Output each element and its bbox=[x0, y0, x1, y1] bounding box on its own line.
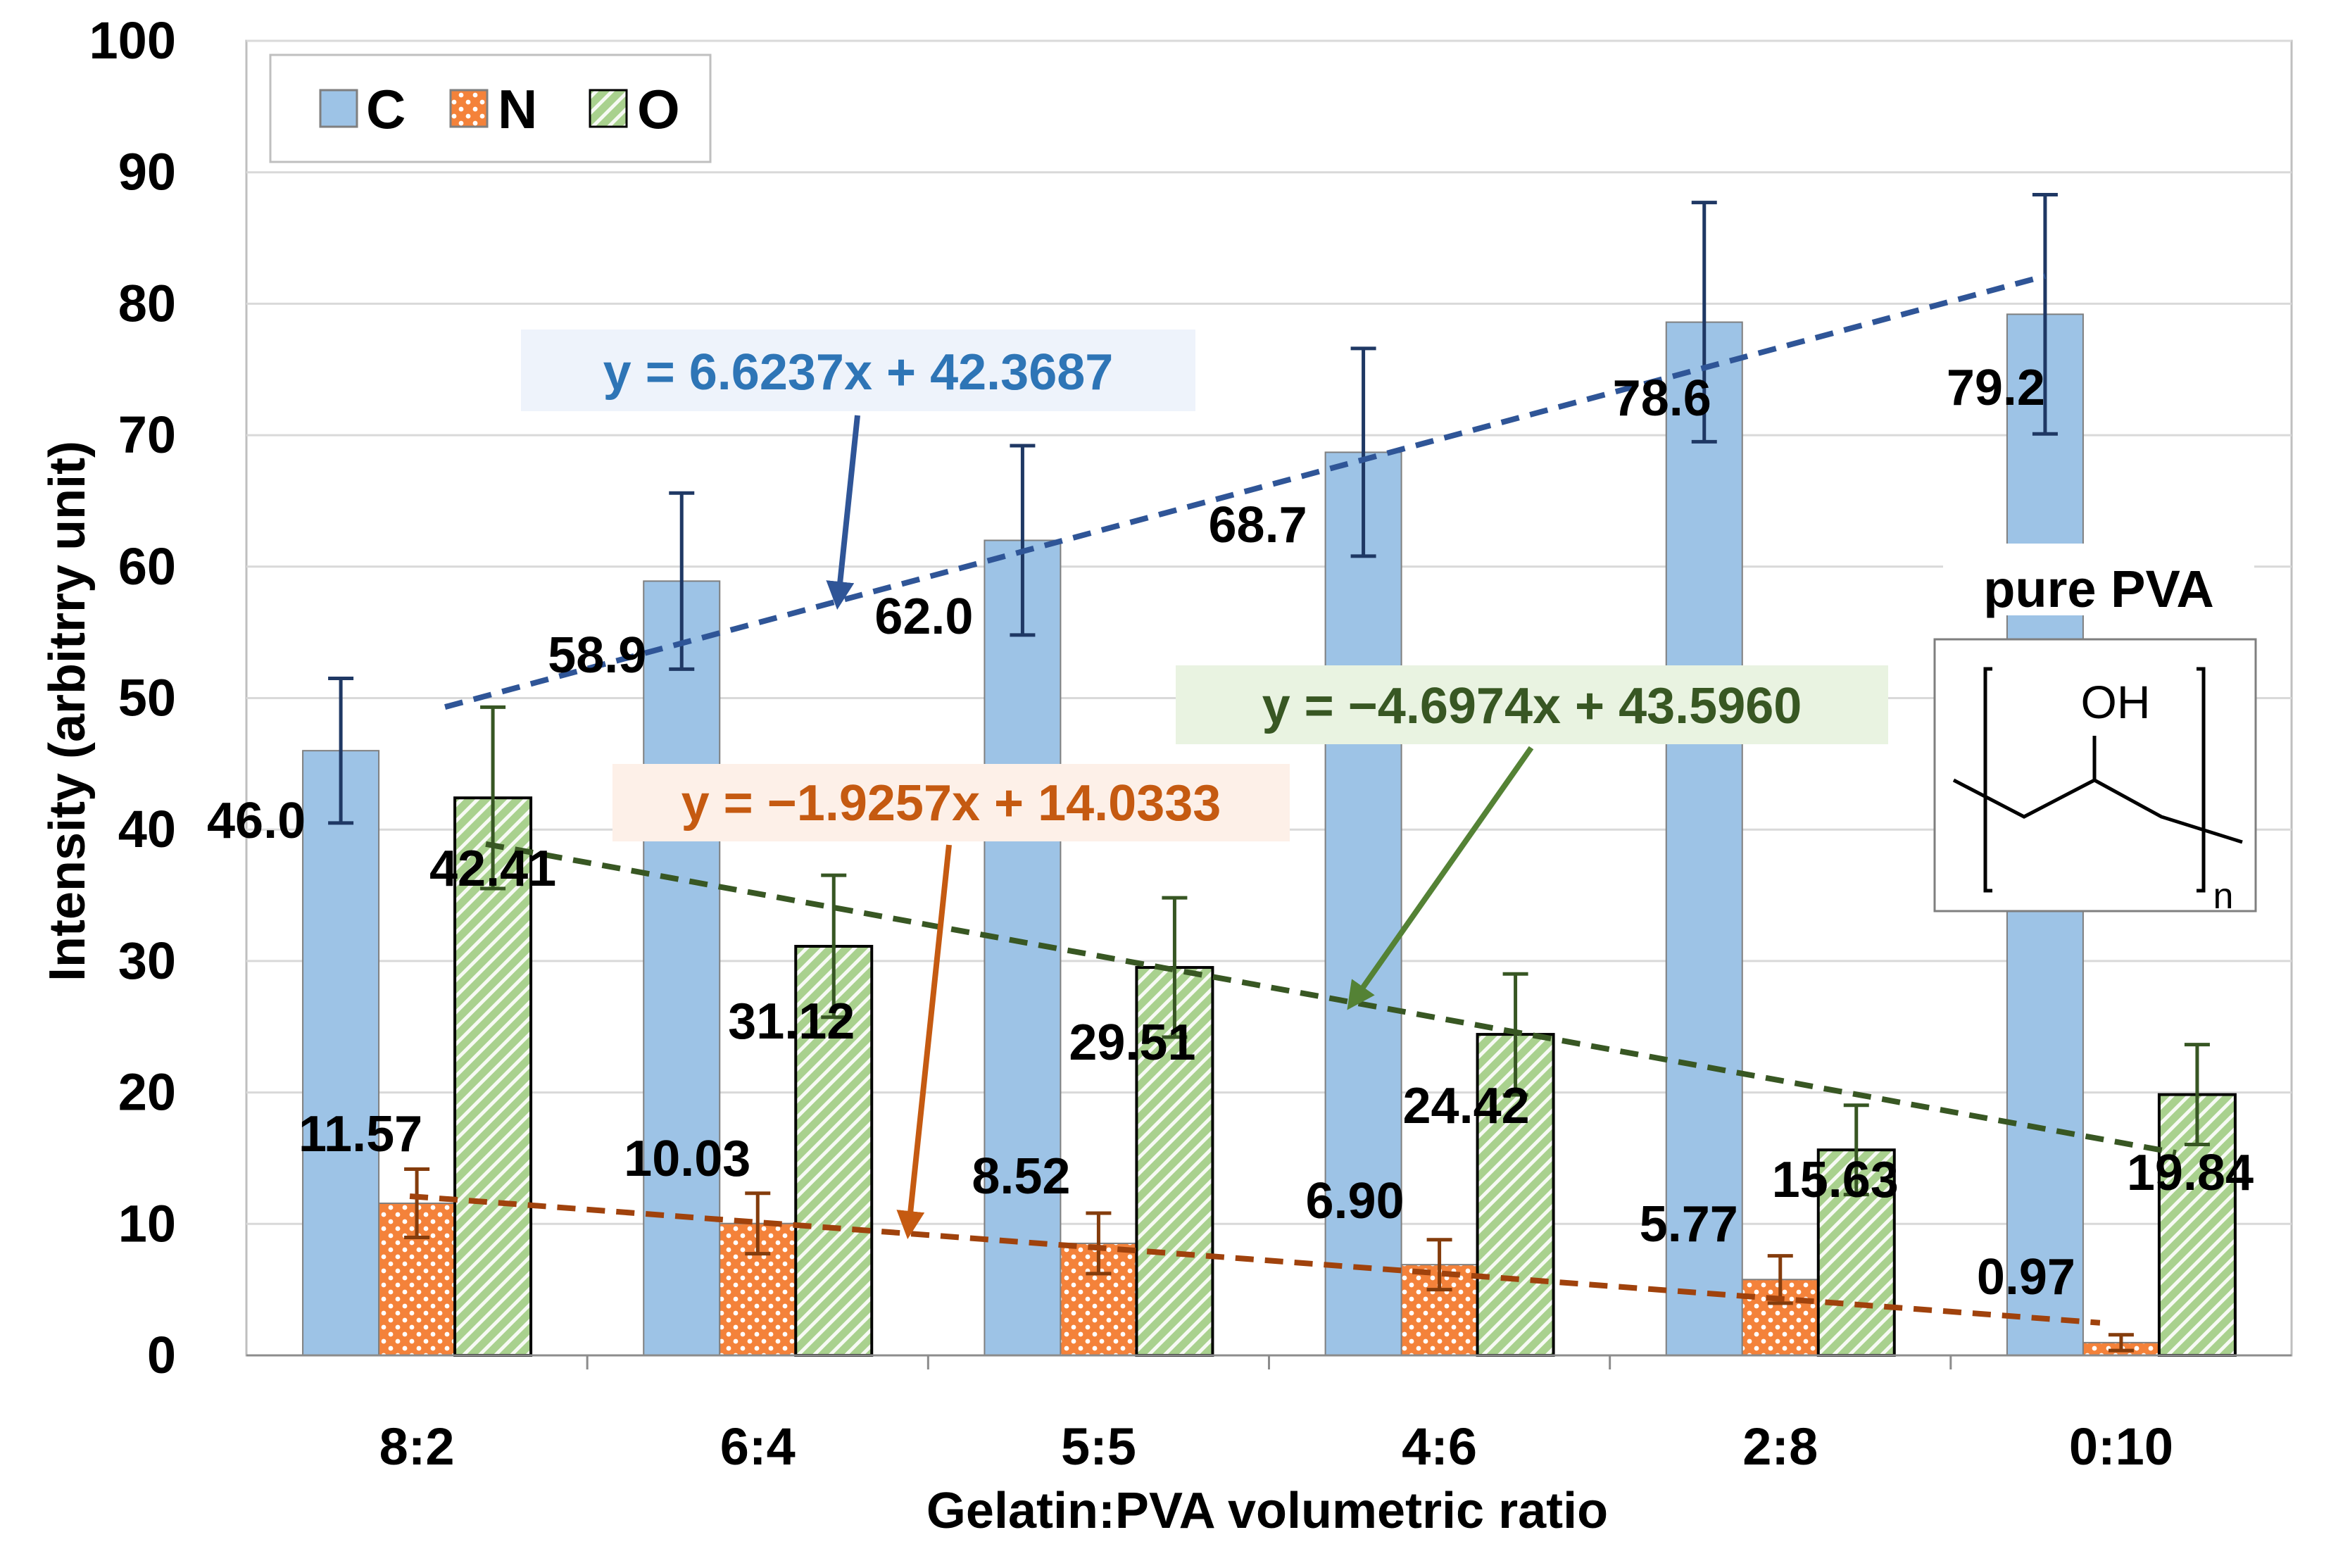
y-tick-label: 80 bbox=[118, 274, 176, 332]
data-label-n: 5.77 bbox=[1640, 1196, 1738, 1253]
pva-inset: pure PVA OH n bbox=[1933, 544, 2257, 917]
trendlines bbox=[409, 273, 2177, 1326]
data-label-n: 10.03 bbox=[624, 1131, 750, 1187]
y-tick-label: 30 bbox=[118, 932, 176, 990]
bar-c bbox=[302, 750, 380, 1357]
legend-swatch-o bbox=[589, 89, 628, 128]
x-tick-label: 4:6 bbox=[1402, 1417, 1477, 1476]
data-label-o: 24.42 bbox=[1402, 1078, 1529, 1134]
equation-n-arrow bbox=[896, 844, 952, 1239]
y-tick-labels: 0 10 20 30 40 50 60 70 80 90 100 bbox=[89, 11, 176, 1384]
data-label-c: 58.9 bbox=[548, 627, 646, 684]
y-tick-label: 60 bbox=[118, 537, 176, 596]
legend-label-c: C bbox=[366, 78, 406, 140]
trendline-c bbox=[444, 273, 2046, 710]
bar-c bbox=[1665, 321, 1743, 1357]
y-tick-label: 100 bbox=[89, 11, 176, 70]
legend-label-n: N bbox=[498, 78, 537, 140]
equation-n: y = −1.9257x + 14.0333 bbox=[612, 764, 1290, 841]
equation-c-bg bbox=[521, 330, 1195, 411]
y-tick-label: 0 bbox=[147, 1326, 176, 1384]
data-label-n: 11.57 bbox=[299, 1106, 422, 1162]
equation-o-arrow bbox=[1347, 746, 1534, 1010]
bar-c bbox=[643, 580, 721, 1356]
data-label-c: 78.6 bbox=[1613, 370, 1711, 427]
legend-swatch-c bbox=[319, 89, 358, 128]
data-label-o: 15.63 bbox=[1772, 1152, 1899, 1208]
trendline-o bbox=[485, 841, 2177, 1156]
x-axis-title: Gelatin:PVA volumetric ratio bbox=[926, 1483, 1608, 1539]
y-axis-title: Intensity (arbitrry unit) bbox=[39, 441, 96, 981]
bar-o bbox=[453, 796, 533, 1357]
equation-o-text: y = −4.6974x + 43.5960 bbox=[1262, 678, 1802, 734]
x-tick-labels: 8:2 6:4 5:5 4:6 2:8 0:10 bbox=[379, 1417, 2173, 1476]
legend: C N O bbox=[269, 54, 712, 163]
equation-o-bg bbox=[1176, 665, 1888, 744]
equation-c: y = 6.6237x + 42.3687 bbox=[521, 330, 1195, 411]
x-tick-label: 5:5 bbox=[1061, 1417, 1136, 1476]
data-label-o: 19.84 bbox=[2127, 1145, 2254, 1201]
y-tick-label: 10 bbox=[118, 1194, 176, 1253]
y-tick-label: 50 bbox=[118, 669, 176, 727]
y-tick-label: 70 bbox=[118, 406, 176, 464]
data-label-n: 8.52 bbox=[972, 1148, 1070, 1205]
legend-label-o: O bbox=[637, 78, 680, 140]
equation-n-text: y = −1.9257x + 14.0333 bbox=[681, 775, 1221, 832]
pva-structure-icon bbox=[1952, 667, 2243, 893]
y-tick-label: 40 bbox=[118, 800, 176, 858]
data-label-c: 46.0 bbox=[207, 793, 306, 849]
pva-n-subscript: n bbox=[2213, 876, 2234, 917]
data-label-n: 0.97 bbox=[1977, 1249, 2075, 1305]
equation-c-text: y = 6.6237x + 42.3687 bbox=[603, 344, 1114, 401]
data-label-o: 31.12 bbox=[728, 993, 855, 1050]
data-label-c: 79.2 bbox=[1947, 360, 2045, 416]
y-tick-label: 90 bbox=[118, 143, 176, 201]
x-tick-label: 6:4 bbox=[720, 1417, 796, 1476]
y-tick-label: 20 bbox=[118, 1063, 176, 1122]
equation-c-arrow bbox=[826, 415, 860, 610]
equation-o: y = −4.6974x + 43.5960 bbox=[1176, 665, 1888, 744]
equation-n-bg bbox=[612, 764, 1290, 841]
x-tick-label: 0:10 bbox=[2069, 1417, 2173, 1476]
data-label-c: 68.7 bbox=[1209, 497, 1307, 553]
data-label-n: 6.90 bbox=[1306, 1173, 1405, 1229]
trendline-n bbox=[409, 1193, 2101, 1326]
data-label-o: 29.51 bbox=[1069, 1015, 1195, 1071]
pva-title-bg bbox=[1943, 544, 2254, 615]
data-labels: 46.0 58.9 62.0 68.7 78.6 79.2 11.57 10.03 8.52 6.… bbox=[207, 360, 2254, 1305]
error-bars bbox=[328, 192, 2210, 1353]
x-tick-label: 8:2 bbox=[379, 1417, 455, 1476]
legend-swatch-n bbox=[449, 89, 489, 128]
x-tick-label: 2:8 bbox=[1742, 1417, 1818, 1476]
data-label-o: 42.41 bbox=[429, 841, 556, 897]
pva-title: pure PVA bbox=[1983, 560, 2214, 618]
pva-oh-label: OH bbox=[2081, 676, 2151, 728]
data-label-c: 62.0 bbox=[874, 589, 973, 645]
